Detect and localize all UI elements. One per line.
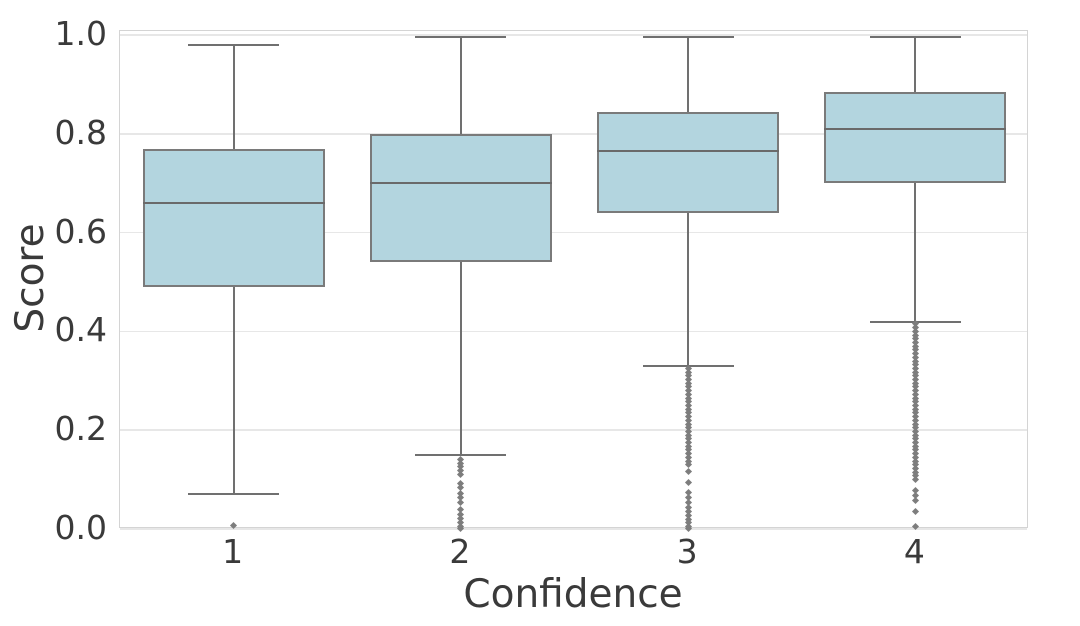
upper-whisker [687, 37, 690, 112]
lower-whisker-cap [415, 453, 507, 456]
x-tick-label: 3 [676, 532, 698, 571]
upper-whisker [232, 44, 235, 149]
plot-area [119, 30, 1028, 533]
upper-whisker-cap [188, 43, 280, 46]
box [369, 133, 552, 263]
median-line [142, 201, 325, 205]
gridline [120, 330, 1027, 333]
y-axis-label: Score [8, 223, 53, 333]
x-tick-label: 2 [449, 532, 471, 571]
upper-whisker-cap [415, 36, 507, 39]
median-line [597, 149, 780, 153]
y-tick-label: 0.2 [54, 409, 107, 449]
upper-whisker [459, 37, 462, 134]
y-tick-label: 0.0 [54, 508, 107, 547]
gridline [120, 429, 1027, 431]
outlier-point [684, 467, 692, 475]
lower-whisker-cap [188, 493, 280, 496]
lower-whisker [459, 262, 462, 455]
x-axis-label: Confidence [463, 572, 683, 617]
x-tick-label: 1 [222, 532, 244, 571]
gridline [120, 231, 1027, 234]
upper-whisker [914, 37, 917, 92]
y-tick-label: 0.8 [54, 112, 107, 152]
lower-whisker [232, 286, 235, 495]
gridline [120, 34, 1027, 36]
outlier-point [684, 478, 692, 486]
outlier-point [911, 497, 919, 505]
y-tick-label: 0.6 [54, 211, 107, 251]
box [597, 111, 780, 213]
box [142, 148, 325, 287]
median-line [824, 127, 1007, 131]
outlier-point [911, 507, 919, 515]
upper-whisker-cap [642, 36, 734, 39]
upper-whisker-cap [869, 36, 961, 39]
outlier-point [911, 476, 919, 484]
gridline [120, 133, 1027, 135]
outlier-point [457, 499, 465, 507]
lower-whisker [687, 212, 690, 366]
outlier-point [457, 470, 465, 478]
x-tick-label: 4 [903, 532, 925, 571]
box [824, 91, 1007, 184]
y-tick-label: 0.4 [54, 310, 107, 350]
y-tick-label: 1.0 [54, 14, 107, 53]
gridline [120, 528, 1027, 530]
lower-whisker [914, 183, 917, 322]
median-line [369, 181, 552, 185]
